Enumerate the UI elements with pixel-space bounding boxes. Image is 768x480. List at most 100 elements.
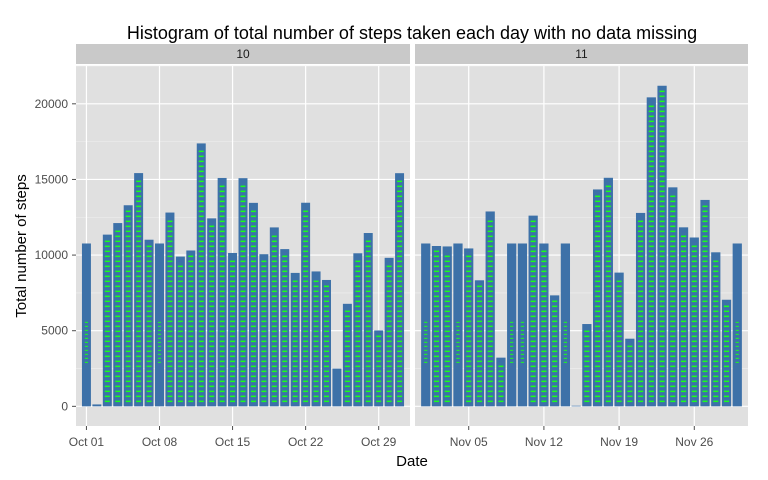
bar-fill [711,252,721,407]
bar [496,357,506,407]
bar-fill [144,239,154,407]
bar [363,233,373,407]
bar-fill [395,173,405,407]
bar-fill [721,299,732,407]
y-tick-label: 5000 [41,324,68,338]
bar-fill [207,218,217,407]
bar [113,223,123,407]
bar-fill [280,249,290,407]
bar [700,199,710,407]
bar [689,237,699,407]
bar-fill [228,252,238,407]
facet-panel-10: 10 Oct 01 Oct 08 Oct 15 Oct 22 Oct 29 [69,44,410,449]
x-axis-title: Date [396,453,428,470]
bar [342,303,352,407]
bar [646,97,656,407]
bar [668,187,678,407]
bar-fill [507,243,517,407]
bar [123,205,133,407]
bar-fill [464,248,474,407]
y-tick-label: 15000 [35,172,69,186]
bar [175,256,185,407]
bar-fill [421,243,431,407]
bar-fill [259,254,269,407]
bar-fill [582,324,592,407]
bar-fill [196,143,206,407]
bar [269,227,279,407]
bar-fill [700,199,710,407]
y-tick-label: 20000 [35,97,69,111]
bar [732,243,742,407]
bar-fill [571,405,581,407]
bar [155,243,164,407]
bar [238,178,248,407]
bar [134,173,144,407]
bar [678,227,689,407]
facet-panel-11: 11 Nov 05 Nov 12 Nov 19 Nov 26 [415,44,748,449]
bar-fill [635,212,646,407]
bar [550,295,560,407]
bar [280,249,290,407]
bar [453,243,463,407]
bar [384,257,394,407]
bar-fill [625,338,635,407]
x-tick-label: Oct 15 [215,435,251,449]
bar [186,250,196,407]
y-tick-label: 0 [61,399,68,413]
x-tick-label: Oct 08 [142,435,178,449]
bar [196,143,206,407]
bar [442,246,452,407]
bar-fill [363,233,373,407]
bar-fill [485,211,495,407]
bar [144,239,154,407]
bar [353,253,363,407]
bar [560,243,571,407]
bar [290,272,300,407]
x-tick-label: Nov 19 [600,435,638,449]
x-tick-label: Oct 29 [361,435,397,449]
bar [311,271,321,407]
bar [464,248,474,407]
x-tick-label: Nov 12 [525,435,563,449]
bar-fill [217,177,227,407]
bar-fill [560,243,571,407]
bar [102,234,112,407]
facet-strip-label: 10 [236,47,250,61]
bar-fill [301,202,311,407]
bar [517,243,528,407]
bar [657,85,667,407]
bar-fill [165,212,175,407]
y-axis-title: Total number of steps [13,174,30,317]
facet-strip [415,44,748,64]
bar-fill [248,202,258,407]
bar-fill [732,243,742,407]
bar-fill [238,178,248,407]
bar-fill [113,223,123,407]
bar [571,405,581,407]
bar [374,330,384,407]
bar-fill [134,173,144,407]
bar [711,252,721,407]
bar [625,338,635,407]
bar [165,212,175,407]
x-tick-label: Nov 26 [675,435,713,449]
bar [332,368,342,407]
bar [92,404,102,407]
bar-fill [539,243,549,407]
bar-fill [322,279,331,407]
bar-fill [155,243,164,407]
bar [528,215,538,407]
bar [421,243,431,407]
bar [582,324,592,407]
bar [395,173,405,407]
bar [248,202,258,407]
x-tick-label: Oct 01 [69,435,105,449]
bar-fill [81,243,91,407]
facet-strip-label: 11 [575,47,588,61]
y-tick-label: 10000 [35,248,69,262]
bar [431,246,442,407]
bar-fill [474,280,485,407]
bar [507,243,517,407]
bar-fill [102,234,112,407]
